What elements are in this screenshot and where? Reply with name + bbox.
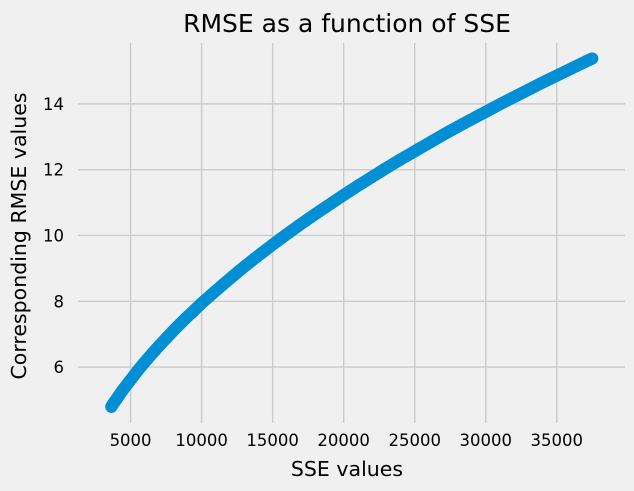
y-tick-label: 10 [43, 226, 64, 245]
x-tick-label: 15000 [246, 431, 299, 450]
x-axis-label: SSE values [291, 457, 403, 481]
x-tick-label: 20000 [317, 431, 370, 450]
x-tick-label: 25000 [388, 431, 441, 450]
chart-title: RMSE as a function of SSE [183, 9, 511, 38]
x-tick-label: 5000 [110, 431, 152, 450]
y-tick-labels: 6 8 10 12 14 [43, 95, 64, 377]
x-grid-lines [129, 43, 558, 423]
y-grid-lines [78, 103, 625, 368]
y-tick-label: 14 [43, 95, 64, 114]
y-axis-label: Corresponding RMSE values [7, 92, 31, 379]
x-tick-label: 30000 [460, 431, 513, 450]
x-tick-labels: 5000 10000 15000 20000 25000 30000 35000 [110, 431, 583, 450]
y-tick-label: 12 [43, 161, 64, 180]
x-tick-label: 35000 [531, 431, 584, 450]
y-tick-label: 6 [54, 358, 65, 377]
data-points [105, 52, 599, 413]
plot-area [78, 43, 625, 423]
x-tick-label: 10000 [175, 431, 228, 450]
y-tick-label: 8 [54, 292, 65, 311]
data-point [586, 52, 599, 65]
